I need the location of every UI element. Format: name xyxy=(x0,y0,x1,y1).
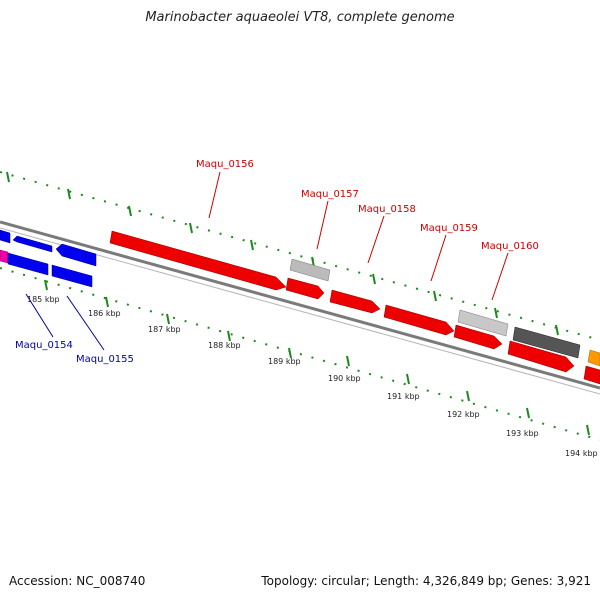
gene-label-layer: Maqu_0154 Maqu_0155 Maqu_0156 Maqu_0157 … xyxy=(15,159,539,365)
scale-label: 192 kbp xyxy=(447,410,480,419)
accession-text: Accession: NC_008740 xyxy=(9,574,146,588)
gene-label[interactable]: Maqu_0154 xyxy=(15,340,73,351)
tick-mark xyxy=(433,290,437,302)
gene-maqu-0154-forward[interactable] xyxy=(12,235,53,253)
gene-red-right-1[interactable] xyxy=(507,340,575,373)
gene-red-right-2[interactable] xyxy=(583,365,600,385)
scale-label: 185 kbp xyxy=(27,295,60,304)
scale-label: 188 kbp xyxy=(208,341,241,350)
tick-mark xyxy=(346,355,350,367)
backbone-line-shadow xyxy=(0,227,600,395)
gene-maqu-0154[interactable] xyxy=(7,252,49,276)
gene-magenta[interactable] xyxy=(0,249,9,264)
reverse-strand-genes xyxy=(0,249,600,385)
gene-label[interactable]: Maqu_0156 xyxy=(196,159,254,170)
leader-maqu-0158 xyxy=(367,215,385,264)
tick-mark xyxy=(105,296,109,308)
tick-mark xyxy=(166,313,170,325)
leader-maqu-0157 xyxy=(316,200,329,250)
tick-mark xyxy=(494,307,498,319)
tick-mark xyxy=(6,171,10,183)
tick-mark xyxy=(67,188,71,200)
map-title: Marinobacter aquaeolei VT8, complete gen… xyxy=(145,10,455,25)
gene-maqu-0155[interactable] xyxy=(51,264,93,288)
inner-major-ticks xyxy=(44,279,590,436)
gene-maqu-0159[interactable] xyxy=(383,304,455,336)
tick-mark xyxy=(44,279,48,291)
scale-label: 193 kbp xyxy=(506,429,539,438)
tick-mark xyxy=(586,424,590,436)
gene-label[interactable]: Maqu_0158 xyxy=(358,204,416,215)
gene-orange-edge[interactable] xyxy=(587,349,600,367)
gene-maqu-0158[interactable] xyxy=(329,289,381,314)
gene-maqu-0155-forward[interactable] xyxy=(55,243,97,267)
gene-maqu-0160-region[interactable] xyxy=(457,309,509,337)
tick-mark xyxy=(526,407,530,419)
tick-mark xyxy=(189,222,193,234)
gene-maqu-0157-b[interactable] xyxy=(285,277,325,300)
gene-label[interactable]: Maqu_0159 xyxy=(420,223,478,234)
leader-maqu-0160 xyxy=(491,252,509,301)
scale-label: 187 kbp xyxy=(148,325,181,334)
tick-mark xyxy=(406,373,410,385)
leader-maqu-0156 xyxy=(208,171,221,219)
leader-maqu-0154 xyxy=(25,293,54,338)
scale-label: 194 kbp xyxy=(565,449,598,458)
gene-label[interactable]: Maqu_0157 xyxy=(301,189,359,200)
gene-maqu-0157[interactable] xyxy=(289,258,331,282)
backbone-line-top xyxy=(0,220,600,390)
gene-label[interactable]: Maqu_0160 xyxy=(481,241,539,252)
gene-dark-gray[interactable] xyxy=(512,326,581,359)
tick-mark xyxy=(372,273,376,285)
gene-maqu-0156[interactable] xyxy=(109,230,287,291)
inner-tick-track xyxy=(0,267,600,441)
scale-label: 186 kbp xyxy=(88,309,121,318)
gene-blue-left-edge[interactable] xyxy=(0,229,11,244)
tick-mark xyxy=(250,239,254,251)
leader-maqu-0159 xyxy=(430,234,447,282)
scale-label: 189 kbp xyxy=(268,357,301,366)
tick-mark xyxy=(227,330,231,342)
scale-label-layer: 185 kbp 186 kbp 187 kbp 188 kbp 189 kbp … xyxy=(27,295,598,458)
scale-label: 191 kbp xyxy=(387,392,420,401)
tick-mark xyxy=(555,324,559,336)
backbone xyxy=(0,220,600,395)
tick-mark xyxy=(288,347,292,359)
gene-label[interactable]: Maqu_0155 xyxy=(76,354,134,365)
topology-summary: Topology: circular; Length: 4,326,849 bp… xyxy=(261,574,591,588)
leader-maqu-0155 xyxy=(66,295,105,351)
gene-maqu-0160[interactable] xyxy=(453,324,503,350)
inner-dotted-line xyxy=(0,267,600,441)
label-leaders xyxy=(25,171,509,351)
scale-label: 190 kbp xyxy=(328,374,361,383)
forward-strand-genes xyxy=(0,229,600,367)
tick-mark xyxy=(466,390,470,402)
outer-major-ticks xyxy=(6,171,559,336)
tick-mark xyxy=(128,205,132,217)
